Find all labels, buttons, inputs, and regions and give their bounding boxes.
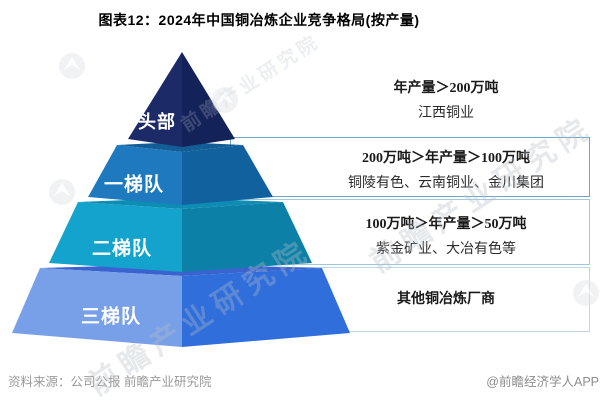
tier4-right-face xyxy=(182,268,350,347)
tier1-label: 头部 xyxy=(138,112,176,132)
pyramid-tier3-segment xyxy=(49,198,312,272)
tier2-top-face xyxy=(117,142,243,152)
tier1-companies: 江西铜业 xyxy=(418,106,474,121)
tier2-companies: 铜陵有色、云南铜业、金川集团 xyxy=(348,176,544,191)
brand-credit: @前瞻经济学人APP xyxy=(486,375,599,389)
tier3-companies: 紫金矿业、大冶有色等 xyxy=(376,242,516,257)
tier3-label: 二梯队 xyxy=(91,238,153,260)
pyramid-tier2-segment xyxy=(88,142,273,205)
tier4-left-face xyxy=(12,268,182,347)
tier2-label: 一梯队 xyxy=(103,174,165,196)
tier1-left-face xyxy=(128,52,182,147)
tier3-description: 100万吨＞年产量＞50万吨 紫金矿业、大冶有色等 xyxy=(300,212,592,262)
tier3-left-face xyxy=(49,202,182,272)
tier2-description: 200万吨＞年产量＞100万吨 铜陵有色、云南铜业、金川集团 xyxy=(300,146,592,196)
chart-title: 图表12：2024年中国铜冶炼企业竞争格局(按产量) xyxy=(98,12,420,28)
tier1-right-face xyxy=(182,52,235,147)
tier1-output-range: 年产量＞200万吨 xyxy=(393,81,499,96)
pyramid-tier1-segment xyxy=(128,52,235,147)
tier3-right-face xyxy=(182,202,312,272)
tier2-right-face xyxy=(182,145,273,205)
tier2-info-box xyxy=(230,137,590,197)
tier2-left-face xyxy=(88,145,182,205)
tier4-label: 三梯队 xyxy=(80,306,142,328)
data-source-note: 资料来源：公司公报 前瞻产业研究院 xyxy=(8,375,212,389)
tier4-description: 其他铜冶炼厂商 xyxy=(300,287,592,312)
tier2-output-range: 200万吨＞年产量＞100万吨 xyxy=(362,151,530,166)
tier3-output-range: 100万吨＞年产量＞50万吨 xyxy=(365,217,527,232)
tier1-description: 年产量＞200万吨 江西铜业 xyxy=(300,76,592,126)
tier4-output-range: 其他铜冶炼厂商 xyxy=(397,292,495,307)
